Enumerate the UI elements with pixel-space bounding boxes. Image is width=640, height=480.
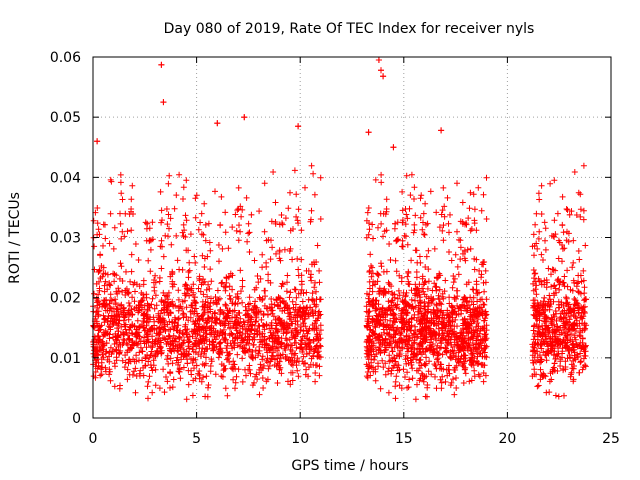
notable-point	[94, 138, 101, 145]
notable-point	[295, 123, 302, 130]
notable-point	[378, 67, 385, 74]
x-tick-label: 15	[395, 431, 413, 447]
notable-point	[214, 120, 221, 127]
y-tick-label: 0.02	[50, 291, 81, 307]
notable-point	[375, 57, 382, 64]
notable-point	[365, 129, 372, 136]
y-tick-labels: 0 0.01 0.02 0.03 0.04 0.05 0.06	[50, 50, 81, 427]
x-tick-labels: 0 5 10 15 20 25	[89, 431, 620, 447]
x-tick-label: 20	[498, 431, 516, 447]
y-tick-label: 0.03	[50, 231, 81, 247]
data-points	[90, 57, 590, 403]
axis-ticks	[92, 56, 612, 419]
y-tick-label: 0.06	[50, 50, 81, 66]
notable-point	[390, 144, 397, 151]
notable-point	[438, 127, 445, 134]
x-tick-label: 5	[192, 431, 201, 447]
chart-title: Day 080 of 2019, Rate Of TEC Index for r…	[164, 21, 535, 37]
y-tick-label: 0	[72, 411, 81, 427]
x-axis-label: GPS time / hours	[291, 458, 408, 474]
x-tick-label: 25	[602, 431, 620, 447]
y-tick-label: 0.05	[50, 110, 81, 126]
scatter-markers	[90, 57, 590, 403]
y-axis-label: ROTI / TECUs	[7, 192, 23, 284]
notable-point	[380, 73, 387, 80]
y-tick-label: 0.04	[50, 170, 81, 186]
notable-point	[160, 99, 167, 106]
y-tick-label: 0.01	[50, 351, 81, 367]
x-tick-label: 10	[291, 431, 309, 447]
notable-point	[158, 61, 165, 68]
notable-point	[241, 114, 248, 121]
x-tick-label: 0	[89, 431, 98, 447]
